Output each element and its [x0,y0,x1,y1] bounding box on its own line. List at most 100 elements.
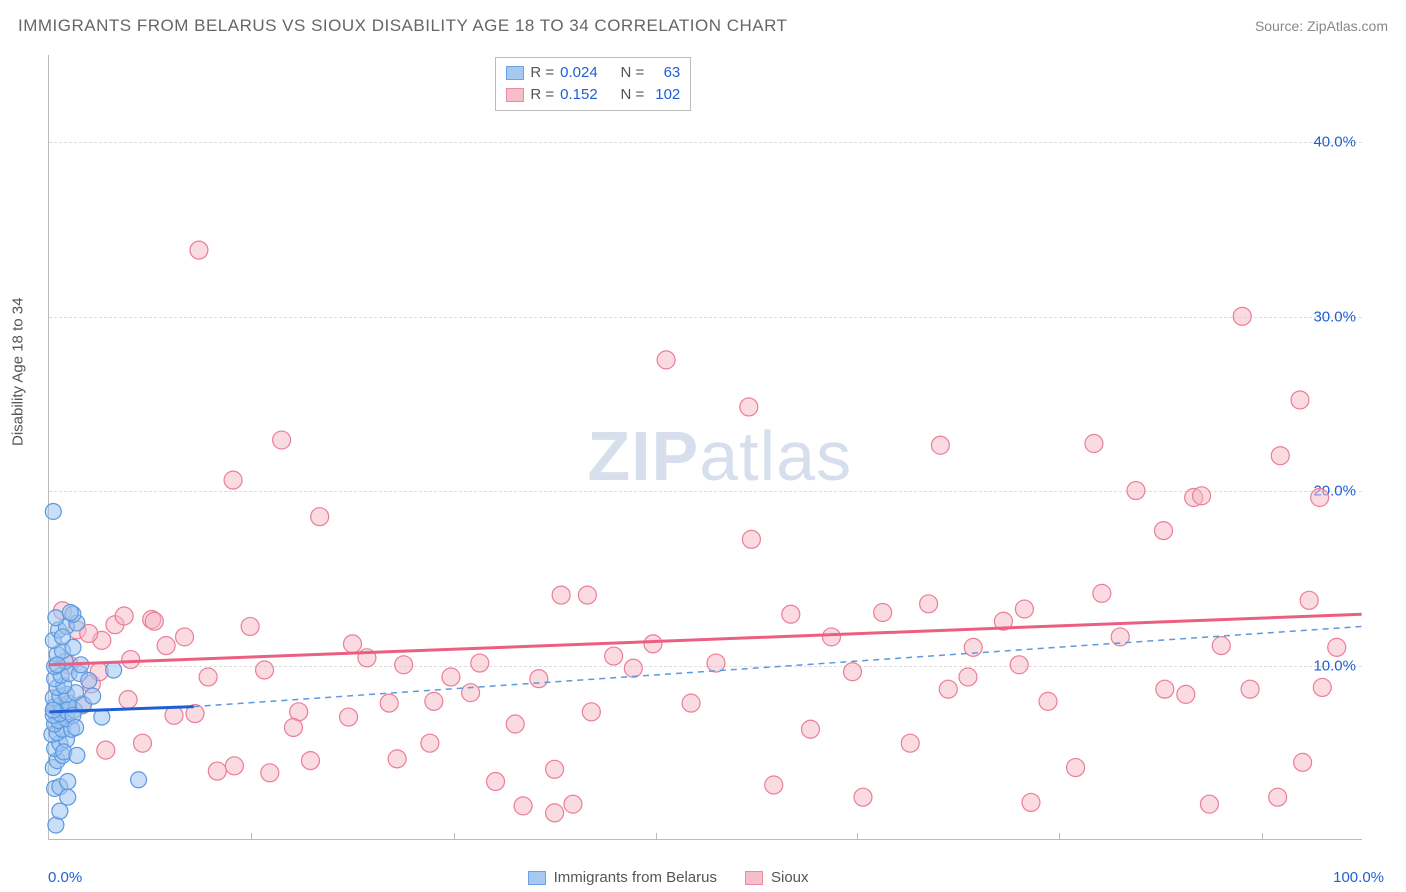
data-point [487,773,505,791]
data-point [462,684,480,702]
legend-series-name: Immigrants from Belarus [554,869,717,886]
data-point [1241,680,1259,698]
data-point [421,734,439,752]
data-point [284,719,302,737]
legend-swatch [506,66,524,80]
data-point [874,604,892,622]
data-point [340,708,358,726]
data-point [442,668,460,686]
legend-n-label: N = [612,62,644,84]
data-point [115,607,133,625]
chart-title: IMMIGRANTS FROM BELARUS VS SIOUX DISABIL… [18,16,787,36]
data-point [514,797,532,815]
data-point [302,752,320,770]
data-point [582,703,600,721]
data-point [122,651,140,669]
legend-r-label: R = [530,84,554,106]
data-point [506,715,524,733]
data-point [605,647,623,665]
data-point [131,772,147,788]
data-point [901,734,919,752]
data-point [425,692,443,710]
data-point [54,629,70,645]
legend-item: Immigrants from Belarus [528,869,717,886]
data-point [765,776,783,794]
x-tick-max: 100.0% [1333,869,1384,886]
data-point [740,398,758,416]
data-point [134,734,152,752]
data-point [801,720,819,738]
data-point [578,586,596,604]
legend-swatch [506,88,524,102]
legend-r-value: 0.152 [560,84,606,106]
data-point [81,672,97,688]
data-point [644,635,662,653]
data-point [343,635,361,653]
data-point [157,637,175,655]
legend-n-value: 63 [650,62,680,84]
data-point [380,694,398,712]
data-point [742,530,760,548]
data-point [190,241,208,259]
data-point [60,774,76,790]
data-point [199,668,217,686]
data-point [97,741,115,759]
data-point [1193,487,1211,505]
data-point [256,661,274,679]
scatter-svg [49,55,1362,839]
x-tick-min: 0.0% [48,869,82,886]
chart-container: IMMIGRANTS FROM BELARUS VS SIOUX DISABIL… [0,0,1406,892]
data-point [208,762,226,780]
data-point [920,595,938,613]
source-link[interactable]: ZipAtlas.com [1307,18,1388,34]
source-attribution: Source: ZipAtlas.com [1255,18,1388,34]
data-point [69,747,85,763]
data-point [1015,600,1033,618]
data-point [931,436,949,454]
legend-item: Sioux [745,869,809,886]
data-point [1010,656,1028,674]
data-point [564,795,582,813]
data-point [52,803,68,819]
data-point [1200,795,1218,813]
data-point [854,788,872,806]
plot-area: 10.0%20.0%30.0%40.0% ZIPatlas R = 0.024 … [48,55,1362,840]
data-point [85,688,101,704]
data-point [60,789,76,805]
data-point [45,503,61,519]
data-point [68,720,84,736]
legend-row: R = 0.152 N = 102 [506,84,680,106]
data-point [176,628,194,646]
data-point [1269,788,1287,806]
data-point [1233,307,1251,325]
legend-swatch [528,871,546,885]
legend-r-value: 0.024 [560,62,606,84]
source-prefix: Source: [1255,18,1307,34]
data-point [261,764,279,782]
data-point [1291,391,1309,409]
data-point [530,670,548,688]
data-point [471,654,489,672]
data-point [62,605,78,621]
data-point [1039,692,1057,710]
legend-row: R = 0.024 N = 63 [506,62,680,84]
data-point [624,659,642,677]
data-point [106,662,122,678]
data-point [1294,753,1312,771]
data-point [1313,678,1331,696]
data-point [1311,489,1329,507]
data-point [388,750,406,768]
data-point [707,654,725,672]
data-point [1271,447,1289,465]
data-point [657,351,675,369]
legend-correlation-box: R = 0.024 N = 63R = 0.152 N = 102 [495,57,691,111]
data-point [311,508,329,526]
data-point [1022,793,1040,811]
legend-swatch [745,871,763,885]
legend-series-name: Sioux [771,869,809,886]
data-point [1127,482,1145,500]
data-point [959,668,977,686]
data-point [1085,435,1103,453]
data-point [552,586,570,604]
data-point [1328,638,1346,656]
